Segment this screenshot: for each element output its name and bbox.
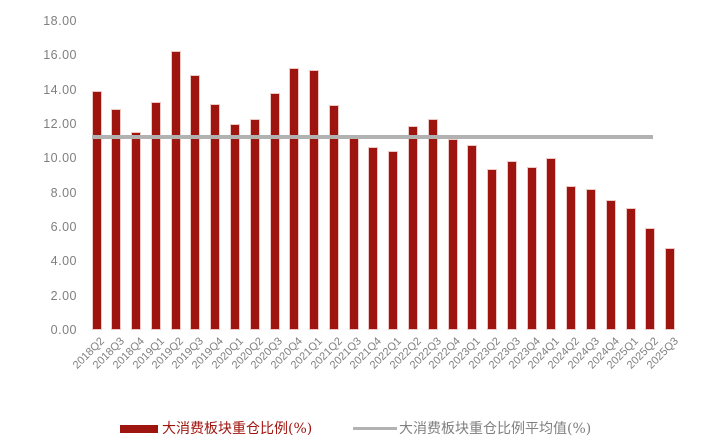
y-tick-label: 18.00 [43,14,77,28]
y-tick-label: 10.00 [43,151,77,166]
bar-2023Q1 [467,144,478,330]
bar-2018Q2 [91,91,102,330]
bar-2024Q2 [566,185,577,330]
bar-2020Q2 [249,118,260,330]
bar-2021Q2 [328,105,339,330]
bar-2023Q3 [506,160,517,330]
bar-2022Q2 [407,125,418,330]
y-tick-label: 12.00 [43,117,77,131]
bar-2021Q3 [348,137,359,330]
bar-2020Q3 [269,93,280,330]
bar-2019Q4 [210,104,221,330]
bar-2025Q2 [645,227,656,330]
y-tick-label: 8.00 [50,185,77,200]
bar-2019Q2 [170,51,181,330]
bar-2022Q4 [447,138,458,330]
bar-2021Q4 [368,147,379,330]
bar-2023Q2 [487,169,498,330]
legend-item-bar-series: 大消费板块重仓比例(%) [120,417,335,441]
bar-2018Q4 [131,131,142,330]
bar-series-swatch-icon [120,425,158,433]
average-line [91,134,653,139]
average-line-swatch-icon [353,427,397,430]
y-tick-label: 0.00 [50,323,77,337]
bar-2023Q4 [526,166,537,330]
bar-2024Q1 [546,158,557,330]
average-line-label: 大消费板块重仓比例平均值(%) [399,421,592,437]
bar-2025Q1 [625,208,636,330]
bar-2024Q3 [586,189,596,330]
bar-series-label: 大消费板块重仓比例(%) [162,421,313,437]
bar-2019Q1 [150,101,161,330]
bar-2022Q1 [388,150,399,330]
legend: 大消费板块重仓比例(%) 大消费板块重仓比例平均值(%) [0,417,711,443]
bar-2020Q1 [229,124,240,330]
bar-2020Q4 [289,68,300,330]
y-tick-label: 4.00 [50,254,77,269]
y-tick-label: 2.00 [50,288,77,303]
bar-2025Q3 [665,248,676,330]
bar-2021Q1 [309,69,320,330]
bar-2018Q3 [111,108,122,330]
y-tick-label: 14.00 [43,82,77,97]
y-tick-label: 16.00 [43,48,77,63]
bar-2022Q3 [427,118,438,330]
bar-2019Q3 [190,75,201,330]
bar-2024Q4 [605,200,616,330]
legend-item-average-line: 大消费板块重仓比例平均值(%) [353,417,613,441]
y-tick-label: 6.00 [50,220,77,234]
